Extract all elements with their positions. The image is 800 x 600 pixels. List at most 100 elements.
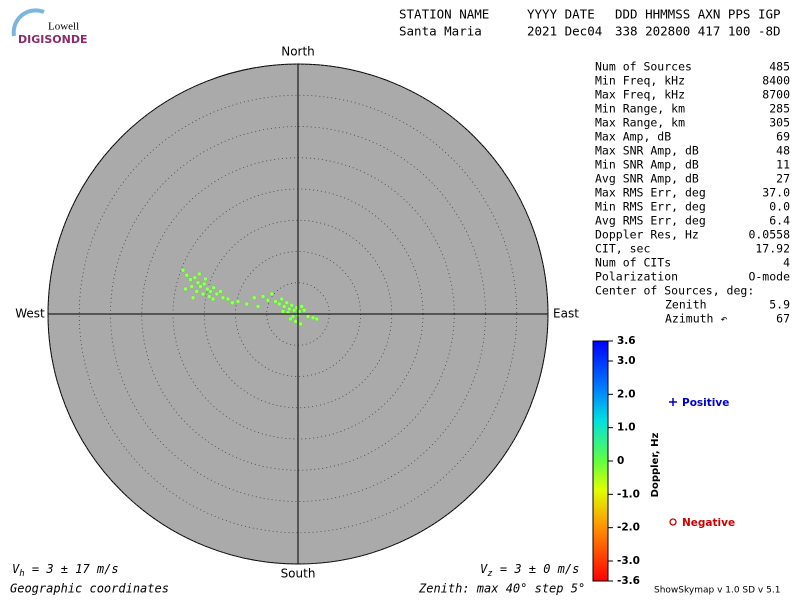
source-point [220, 295, 226, 301]
header-label: STATION NAME [399, 7, 489, 22]
west-label: West [15, 307, 45, 321]
coordinates: Geographic coordinates [10, 582, 169, 596]
stat-label: Max RMS Err, deg [595, 186, 706, 200]
source-point [214, 291, 220, 297]
stat-value: 11 [776, 158, 790, 172]
negative-symbol [669, 518, 677, 526]
stat-value: 69 [776, 130, 790, 144]
stat-value: 0.0 [769, 200, 790, 214]
source-point [188, 277, 193, 282]
stat-value: 485 [769, 60, 790, 74]
stat-label: Doppler Res, Hz [595, 228, 699, 242]
source-point [273, 299, 278, 304]
stat-value: 5.9 [769, 298, 790, 312]
stat-value: 0.0558 [748, 228, 790, 242]
stat-label: Num of Sources [595, 60, 692, 74]
source-point [230, 300, 235, 306]
source-point [280, 309, 286, 314]
zenith-note: Zenith: max 40° step 5° [418, 582, 585, 596]
stat-value: 27 [776, 172, 790, 186]
header-value: 2021 Dec04 [527, 24, 602, 39]
stat-value: 67 [776, 312, 790, 326]
colorbar-tick-label: 1.0 [617, 422, 636, 434]
source-point [299, 304, 305, 309]
source-point [203, 276, 208, 282]
stat-section: Center of Sources, deg: [595, 284, 754, 298]
stat-label: Azimuth ↶ [665, 312, 727, 326]
source-point [194, 289, 200, 294]
colorbar-label: Doppler, Hz [650, 433, 661, 498]
stat-label: Polarization [595, 270, 678, 284]
stat-label: Max Freq, kHz [595, 88, 685, 102]
source-point [184, 272, 190, 278]
logo-top: Lowell [48, 21, 79, 33]
source-point [196, 271, 202, 277]
source-point [269, 291, 275, 297]
north-label: North [281, 45, 315, 59]
positive-symbol [669, 398, 677, 406]
stat-label: CIT, sec [595, 242, 650, 256]
vh: Vh = 3 ± 17 m/s [12, 562, 119, 579]
source-point [260, 294, 266, 299]
source-point [279, 296, 285, 302]
stat-label: Max Range, km [595, 116, 685, 130]
stat-label: Min RMS Err, deg [595, 200, 706, 214]
logo-swoosh [11, 8, 45, 37]
source-point [195, 280, 201, 286]
source-point [251, 295, 257, 301]
stat-value: O-mode [748, 270, 790, 284]
source-point [200, 291, 206, 297]
header-value: Santa Maria [399, 24, 482, 39]
source-point [225, 296, 231, 302]
colorbar-tick-label: -2.0 [617, 522, 640, 534]
source-point [314, 316, 320, 322]
source-point [208, 289, 213, 294]
stat-label: Num of CITs [595, 256, 671, 270]
stat-label: Max Amp, dB [595, 130, 671, 144]
header-value: 338 202800 417 100 -8D [615, 24, 781, 39]
source-point [189, 284, 195, 289]
source-point [289, 302, 295, 308]
source-point [298, 321, 303, 327]
stat-value: 4 [783, 256, 790, 270]
colorbar-axis: 3.6 3.0 2.0 1.0 0 -1.0 -2.0 -3.0 -3.6 [608, 335, 640, 587]
source-point [198, 284, 203, 289]
source-point [305, 314, 311, 319]
source-point [211, 285, 216, 291]
east-label: East [553, 307, 579, 321]
source-point [293, 319, 298, 324]
source-point [205, 286, 210, 292]
colorbar-tick-label: -3.6 [617, 575, 640, 587]
south-label: South [281, 567, 316, 581]
colorbar-tick-label: -1.0 [617, 488, 640, 500]
stat-value: 305 [769, 116, 790, 130]
source-point [276, 301, 282, 307]
stat-value: 8400 [762, 74, 790, 88]
stat-value: 8700 [762, 88, 790, 102]
stat-value: 6.4 [769, 214, 790, 228]
stat-label: Zenith [665, 298, 707, 312]
source-point [210, 296, 216, 302]
colorbar-tick-label: 2.0 [617, 388, 636, 400]
colorbar [592, 340, 609, 582]
source-point [301, 307, 307, 313]
source-point [244, 301, 250, 307]
stat-label: Min Range, km [595, 102, 685, 116]
stat-label: Min SNR Amp, dB [595, 158, 699, 172]
version: ShowSkymap v 1.0 SD v 5.1 [654, 586, 780, 596]
stat-value: 37.0 [762, 186, 790, 200]
stat-value: 17.92 [755, 242, 790, 256]
stat-value: 285 [769, 102, 790, 116]
stat-value: 48 [776, 144, 790, 158]
colorbar-tick-label: 3.0 [617, 355, 636, 367]
source-point [206, 294, 212, 299]
source-point [190, 295, 196, 301]
legend-positive: Positive [682, 397, 729, 409]
colorbar-tick-label: 0 [617, 455, 624, 467]
header-label: YYYY DATE [527, 7, 595, 22]
stats: Num of Sources 485 Min Freq, kHz 8400 Max Fr… [595, 60, 790, 326]
header-label: DDD HHMMSS AXN PPS IGP [615, 7, 781, 22]
colorbar-tick-label: -3.0 [617, 555, 640, 567]
source-point [286, 306, 292, 312]
source-point [284, 300, 290, 306]
